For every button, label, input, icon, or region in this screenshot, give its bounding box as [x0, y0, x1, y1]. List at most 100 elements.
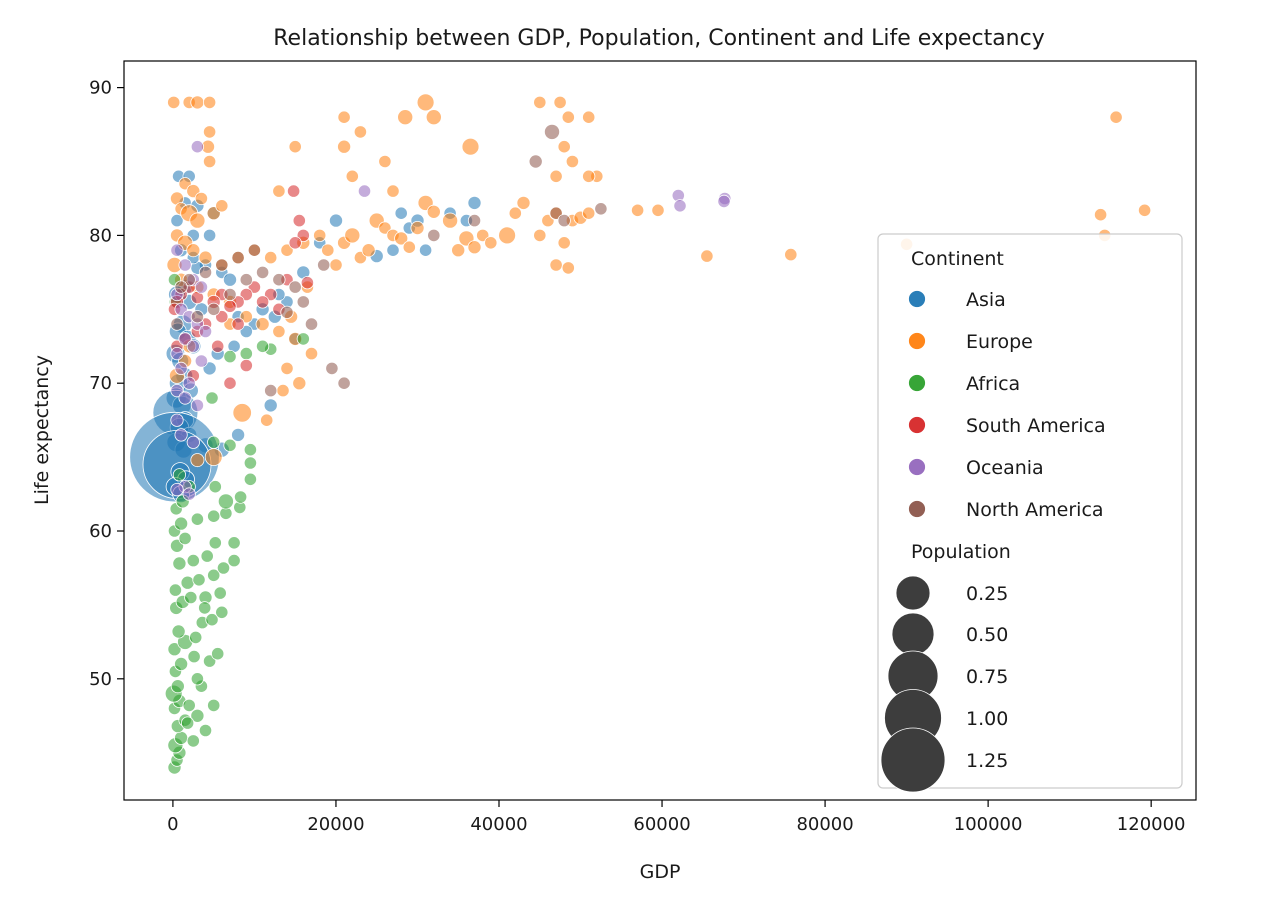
data-point — [416, 93, 435, 112]
data-point — [186, 339, 200, 353]
data-point — [260, 413, 274, 427]
x-tick-label: 60000 — [633, 814, 690, 835]
legend-size-label: 0.75 — [966, 666, 1008, 688]
data-point — [557, 214, 571, 228]
data-point — [223, 349, 237, 364]
y-axis: 50 60 70 80 90 — [89, 78, 124, 690]
x-tick-label: 20000 — [307, 814, 364, 835]
data-point — [528, 154, 543, 169]
data-point — [549, 169, 563, 183]
data-point — [243, 472, 257, 486]
data-point — [239, 273, 253, 287]
legend-size-marker — [880, 727, 946, 793]
data-point — [461, 137, 480, 156]
data-point — [215, 258, 229, 272]
x-tick-label: 80000 — [796, 814, 853, 835]
data-point — [222, 272, 237, 287]
data-point — [170, 214, 184, 228]
data-point — [178, 332, 192, 346]
data-point — [582, 169, 596, 183]
legend-size-label: 0.25 — [966, 583, 1008, 605]
data-point — [410, 220, 425, 235]
data-point — [784, 248, 798, 262]
data-point — [300, 276, 314, 290]
data-point — [255, 265, 270, 279]
legend-size-label: 1.00 — [966, 708, 1008, 730]
data-point — [386, 184, 400, 198]
data-point — [272, 273, 286, 287]
data-point — [192, 573, 206, 587]
y-tick-label: 60 — [89, 521, 112, 542]
data-point — [205, 391, 219, 405]
data-point — [239, 346, 253, 361]
data-point — [272, 324, 286, 339]
y-axis-label: Life expectancy — [31, 355, 53, 505]
data-point — [557, 140, 571, 154]
data-point — [582, 206, 596, 220]
data-point — [394, 231, 409, 246]
legend-size-label: 0.50 — [966, 624, 1008, 646]
data-point — [344, 227, 361, 244]
data-point — [207, 509, 221, 523]
legend-hue-marker — [908, 500, 926, 518]
data-point — [594, 202, 608, 216]
data-point — [467, 214, 482, 228]
data-point — [194, 191, 208, 206]
data-point — [170, 346, 184, 361]
data-point — [182, 487, 196, 501]
x-axis: 0 20000 40000 60000 80000 100000 120000 — [167, 800, 1186, 835]
data-point — [288, 140, 302, 154]
data-point — [286, 184, 301, 198]
data-point — [211, 339, 225, 353]
data-point — [203, 228, 217, 242]
data-point — [239, 310, 253, 324]
data-point — [174, 280, 188, 294]
data-point — [194, 354, 208, 368]
x-tick-label: 100000 — [954, 814, 1023, 835]
legend-size-marker — [891, 612, 935, 656]
y-tick-label: 90 — [89, 78, 112, 99]
data-point — [207, 568, 221, 582]
data-point — [561, 261, 575, 275]
data-point — [182, 376, 196, 390]
legend-hue-label: South America — [966, 415, 1106, 437]
data-point — [181, 716, 195, 730]
data-point — [1138, 203, 1152, 217]
data-point — [484, 236, 498, 250]
series-north-america — [170, 123, 608, 398]
data-point — [170, 243, 184, 257]
data-point — [216, 561, 231, 575]
plot-border — [123, 60, 1197, 801]
data-point — [231, 427, 246, 442]
data-point — [189, 630, 203, 645]
data-point — [361, 243, 376, 258]
data-point — [1094, 208, 1108, 222]
data-point — [717, 194, 731, 208]
legend-hue-marker — [908, 332, 926, 350]
data-point — [170, 482, 184, 497]
data-point — [425, 109, 442, 126]
data-point — [172, 556, 187, 571]
data-point — [207, 302, 221, 316]
legend-size-title: Population — [911, 541, 1011, 563]
data-point — [418, 243, 433, 257]
data-point — [211, 647, 225, 661]
data-point — [651, 203, 665, 217]
data-point — [353, 125, 367, 139]
y-tick-label: 50 — [89, 669, 112, 690]
data-point — [198, 723, 213, 738]
data-point — [190, 672, 204, 686]
data-point — [304, 317, 319, 331]
data-point — [190, 708, 205, 723]
data-point — [231, 317, 245, 331]
data-point — [217, 493, 234, 510]
data-point — [337, 139, 352, 154]
data-point — [700, 249, 714, 263]
legend-hue-label: Asia — [966, 289, 1006, 311]
data-point — [231, 251, 245, 265]
data-point — [296, 295, 310, 309]
data-point — [200, 549, 214, 563]
data-point — [313, 228, 327, 242]
data-point — [167, 642, 182, 657]
